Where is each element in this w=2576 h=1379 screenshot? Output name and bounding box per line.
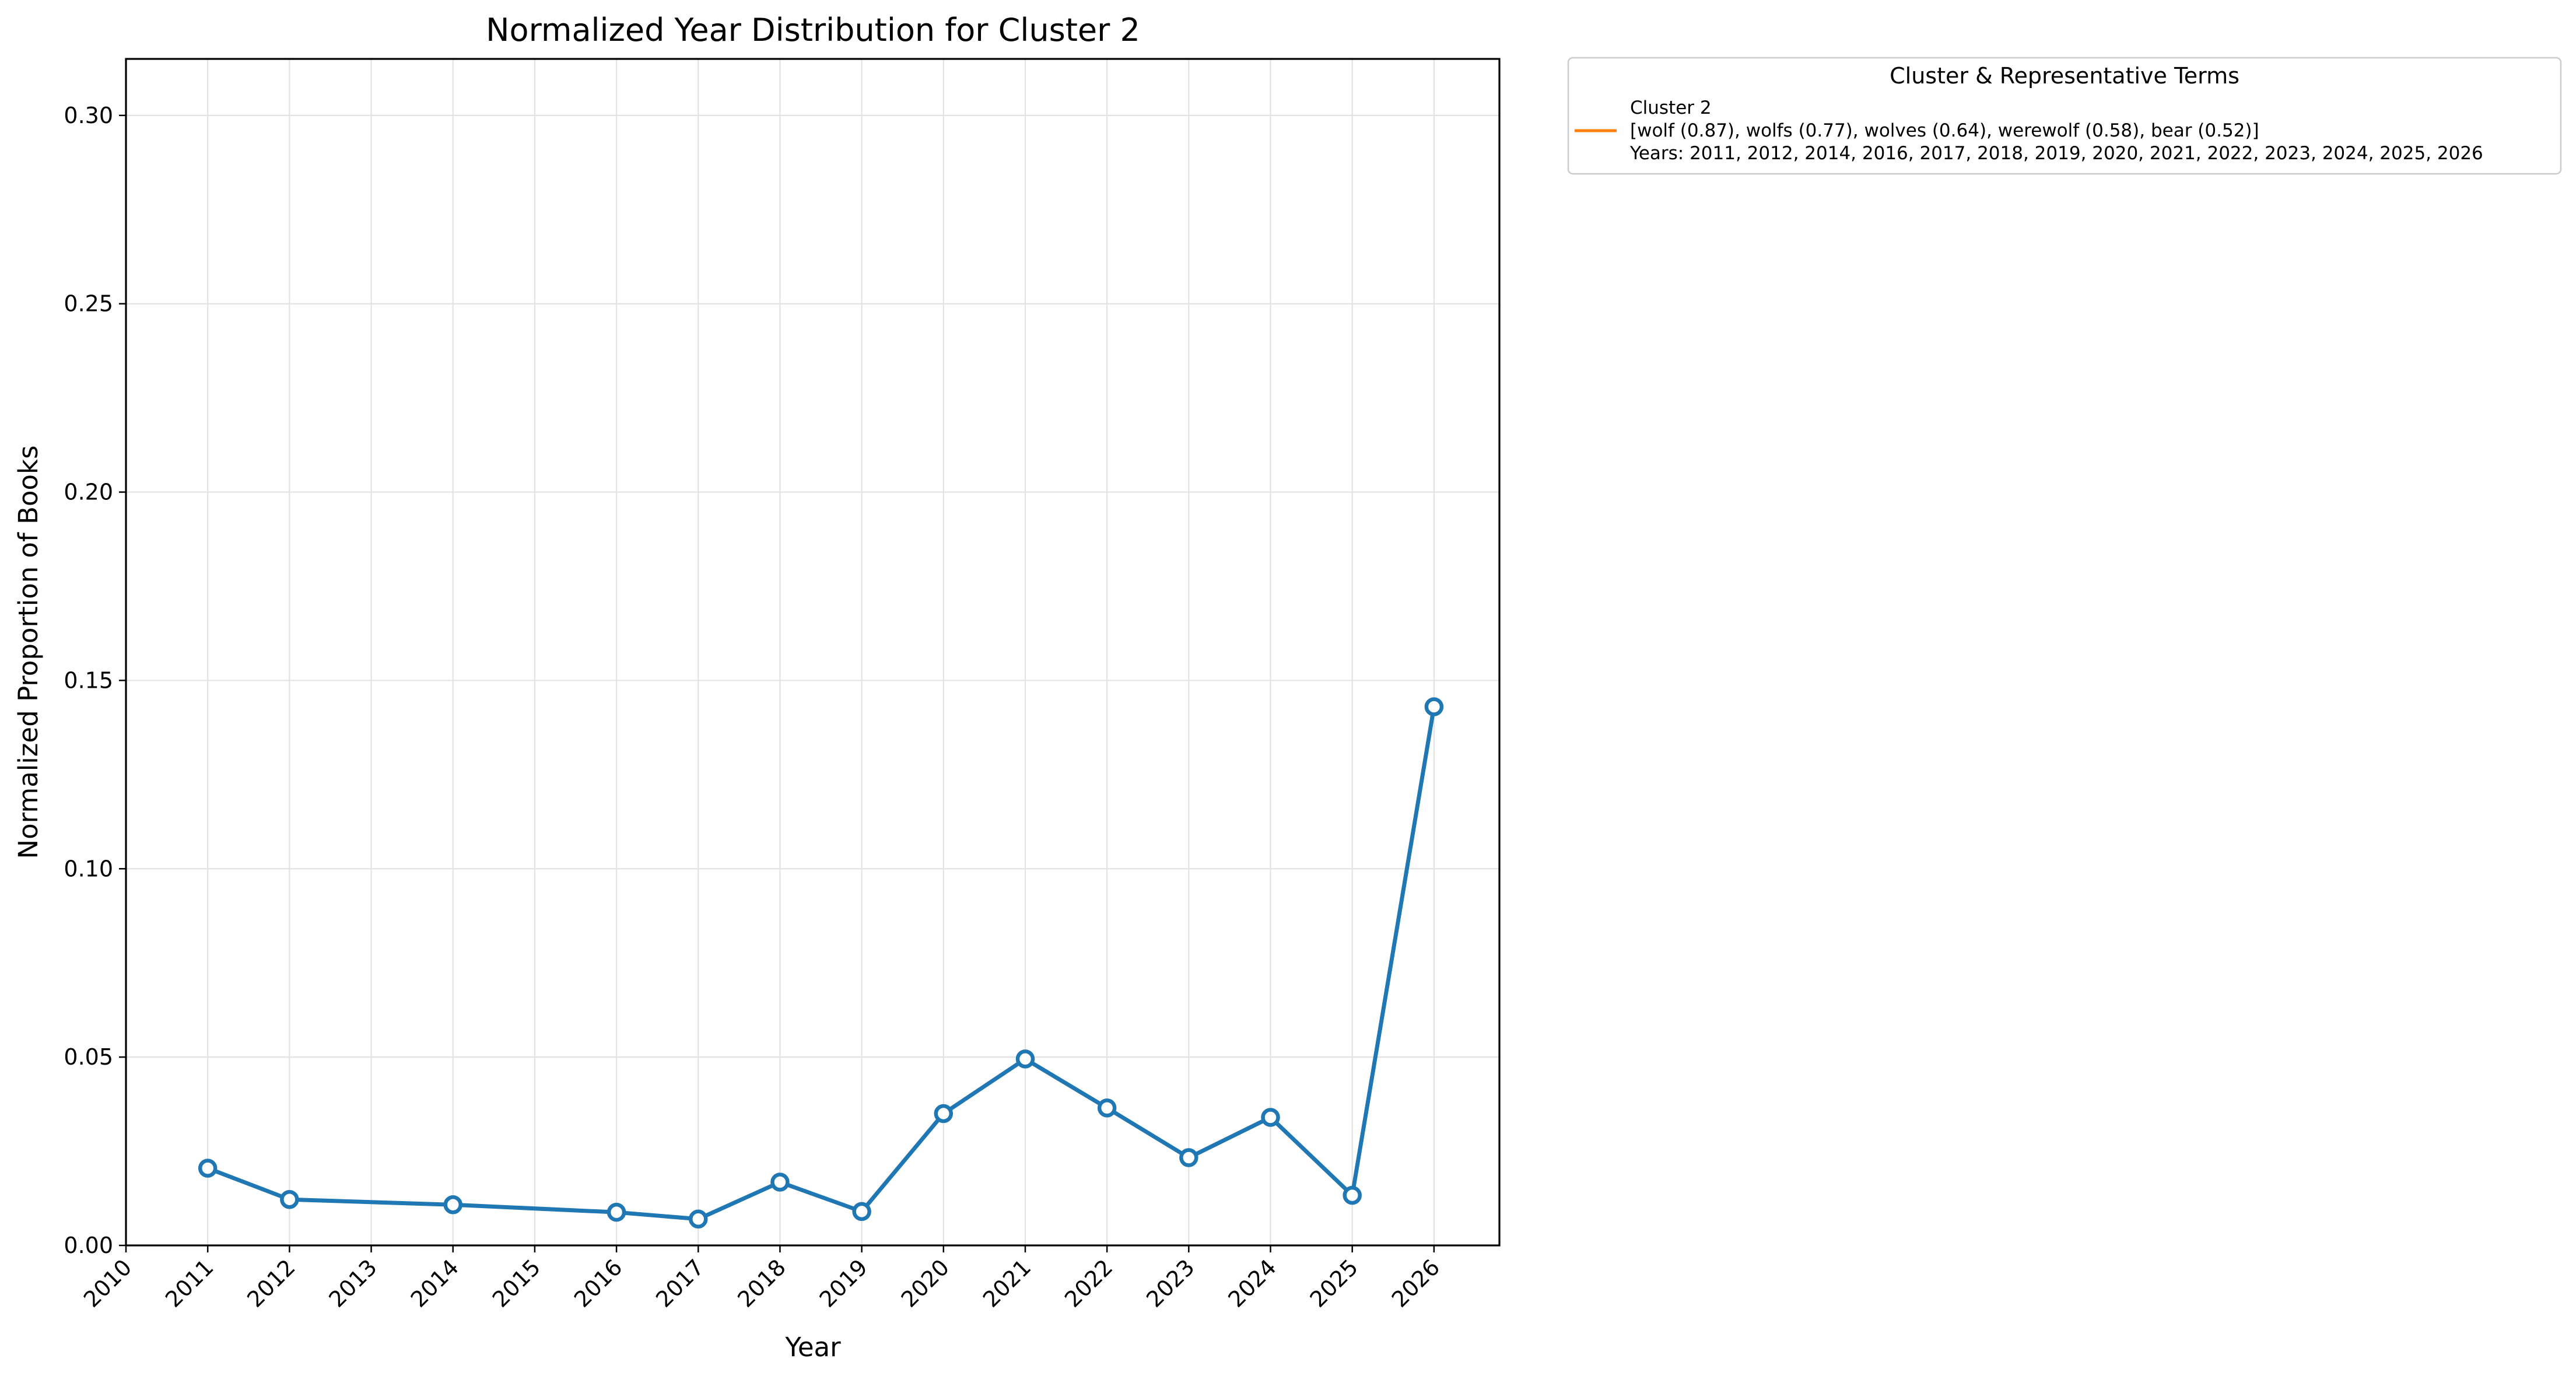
y-tick-label: 0.30 [64,103,113,128]
data-point [1179,1148,1198,1167]
data-point [770,1172,790,1192]
plot-frame [125,58,1501,1247]
y-tick-label: 0.10 [64,856,113,881]
legend-entry-name: Cluster 2 [1630,97,1712,118]
data-point [1097,1098,1117,1118]
data-point [443,1195,462,1214]
y-axis: 0.00 0.05 0.10 0.15 0.20 0.25 0.30 [64,103,126,1258]
legend: Cluster & Representative Terms Cluster 2… [1567,57,2562,175]
y-tick-label: 0.05 [64,1044,113,1070]
data-point [607,1202,626,1222]
y-tick-label: 0.25 [64,291,113,317]
y-tick-label: 0.15 [64,667,113,693]
legend-frame [1567,57,2562,175]
data-point [1424,697,1444,716]
data-point [934,1104,954,1124]
y-tick-label: 0.00 [64,1233,113,1258]
data-point [198,1158,218,1178]
series-layer [198,697,1444,1229]
y-tick-label: 0.20 [64,480,113,505]
data-point [1015,1049,1035,1069]
data-point [280,1189,299,1209]
series-line [205,705,1436,1222]
legend-entry-years: Years: 2011, 2012, 2014, 2016, 2017, 201… [1629,143,2483,164]
data-point [689,1209,708,1229]
x-axis-label: Year [784,1332,841,1363]
data-point [1261,1108,1280,1127]
y-axis-label: Normalized Proportion of Books [13,445,44,859]
data-point [852,1202,871,1222]
legend-title: Cluster & Representative Terms [1890,63,2239,89]
legend-entry-terms: [wolf (0.87), wolfs (0.77), wolves (0.64… [1630,120,2259,141]
data-point [1343,1185,1362,1205]
chart-title: Normalized Year Distribution for Cluster… [486,12,1140,48]
